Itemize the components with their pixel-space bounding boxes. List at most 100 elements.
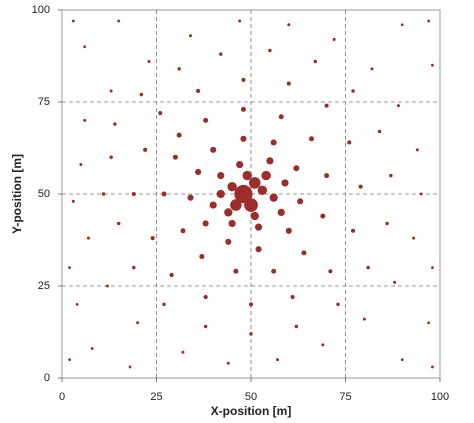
point — [285, 227, 292, 234]
point — [431, 266, 434, 269]
point — [287, 23, 291, 27]
point — [431, 365, 434, 369]
point — [226, 361, 230, 365]
point — [136, 321, 140, 325]
point — [393, 280, 397, 284]
x-tick-label: 50 — [245, 391, 257, 403]
point — [249, 332, 253, 336]
point — [241, 77, 246, 82]
point — [187, 194, 194, 201]
point — [68, 358, 71, 361]
y-tick-label: 75 — [38, 96, 50, 108]
point — [270, 139, 277, 146]
point — [351, 89, 355, 93]
point — [177, 67, 181, 71]
point — [176, 132, 182, 138]
point — [71, 19, 75, 23]
point — [128, 365, 132, 369]
point — [109, 155, 113, 159]
point — [238, 19, 242, 23]
point — [278, 114, 284, 120]
point — [68, 266, 71, 269]
point — [143, 147, 148, 152]
point — [275, 358, 279, 362]
point — [427, 321, 431, 325]
point — [400, 358, 404, 361]
y-tick-label: 50 — [38, 188, 50, 200]
point — [301, 250, 307, 256]
point — [169, 272, 174, 278]
point — [351, 228, 356, 233]
point — [224, 208, 233, 217]
point — [419, 192, 423, 196]
point — [105, 284, 109, 288]
point — [202, 220, 209, 227]
point — [203, 117, 209, 123]
point — [225, 238, 232, 245]
point — [240, 135, 247, 142]
point — [293, 165, 300, 172]
point — [90, 347, 94, 350]
point — [139, 92, 144, 97]
point — [385, 221, 389, 226]
point — [132, 265, 136, 270]
point — [75, 303, 79, 306]
point — [269, 193, 278, 202]
point — [358, 184, 363, 189]
point — [347, 140, 352, 145]
point — [83, 118, 87, 122]
point — [328, 269, 333, 274]
point — [370, 67, 374, 71]
point — [203, 324, 208, 329]
point — [412, 236, 416, 240]
point — [281, 179, 289, 187]
point — [117, 19, 121, 23]
point — [268, 48, 272, 53]
point — [366, 265, 370, 270]
point — [116, 221, 121, 226]
point — [324, 103, 329, 108]
point — [196, 88, 201, 94]
point — [313, 59, 317, 64]
x-tick-label: 100 — [431, 391, 449, 403]
point — [336, 302, 340, 307]
point — [261, 170, 271, 181]
point — [234, 184, 253, 204]
point — [230, 199, 242, 211]
point — [427, 19, 431, 23]
point — [219, 52, 223, 56]
point — [266, 157, 274, 165]
point — [101, 192, 106, 196]
point — [131, 191, 136, 197]
point — [209, 201, 217, 209]
point — [227, 181, 237, 192]
point — [321, 343, 325, 347]
point — [180, 228, 186, 234]
point — [79, 163, 83, 167]
point — [400, 23, 404, 27]
point — [250, 211, 259, 221]
point — [217, 172, 225, 180]
point — [244, 198, 258, 212]
point — [162, 302, 166, 307]
point — [255, 246, 262, 253]
point — [71, 199, 75, 203]
point — [254, 223, 263, 231]
point — [158, 110, 163, 116]
point — [86, 236, 90, 240]
point — [150, 236, 155, 241]
point — [147, 60, 151, 64]
point — [332, 37, 336, 41]
point — [415, 148, 419, 152]
point — [242, 170, 252, 181]
point — [181, 350, 185, 354]
point — [248, 302, 254, 307]
point — [389, 173, 393, 178]
point — [286, 81, 291, 86]
point — [172, 154, 178, 160]
x-axis-label: X-position [m] — [211, 404, 292, 418]
point — [236, 160, 244, 169]
point — [297, 198, 304, 205]
point — [294, 324, 299, 329]
